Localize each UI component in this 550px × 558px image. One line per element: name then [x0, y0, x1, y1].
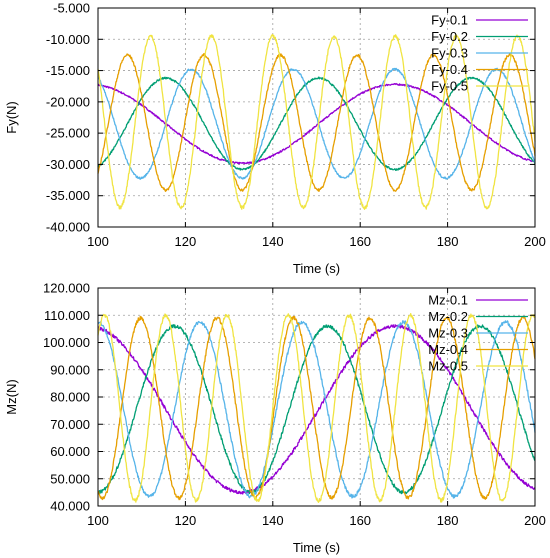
- x-tick-label: 120: [175, 234, 197, 249]
- y-tick-label: 90.000: [50, 362, 90, 377]
- y-tick-label: 100.000: [43, 335, 90, 350]
- x-tick-label: 180: [437, 513, 459, 528]
- y-tick-label: 120.000: [43, 281, 90, 296]
- legend-label: Mz-0.4: [428, 342, 468, 357]
- series-line-fy-0-2: [97, 76, 536, 171]
- legend-label: Fy-0.3: [431, 46, 468, 61]
- x-axis-label: Time (s): [293, 261, 340, 276]
- legend-label: Fy-0.2: [431, 29, 468, 44]
- y-tick-label: -25.000: [46, 126, 90, 141]
- y-tick-label: -30.000: [46, 157, 90, 172]
- x-tick-label: 100: [87, 234, 109, 249]
- x-tick-label: 180: [437, 234, 459, 249]
- y-tick-label: -20.000: [46, 94, 90, 109]
- x-tick-label: 100: [87, 513, 109, 528]
- x-tick-label: 120: [175, 513, 197, 528]
- chart-panel-2: 100 120 140 160 180 200 40.000 50.000 60.000 70.0…: [4, 281, 546, 556]
- y-axis-label: Mz(N): [4, 379, 19, 414]
- series-line-mz-0-4: [97, 315, 536, 501]
- y-tick-label: 80.000: [50, 390, 90, 405]
- y-tick-label: 110.000: [44, 308, 90, 323]
- chart-panel-1: 100 120 140 160 180 200 -40.000 -35.000 -30.000 -…: [4, 1, 546, 277]
- x-tick-label: 200: [524, 234, 546, 249]
- legend-label: Mz-0.3: [428, 326, 468, 341]
- series-line-mz-0-3: [97, 320, 536, 499]
- y-tick-label: -10.000: [46, 32, 90, 47]
- plot-frame: [97, 7, 536, 228]
- x-axis-label: Time (s): [293, 540, 340, 555]
- y-tick-label: 50.000: [50, 471, 90, 486]
- series-line-fy-0-3: [97, 67, 536, 180]
- legend-label: Fy-0.4: [431, 62, 468, 77]
- x-tick-label: 160: [349, 234, 371, 249]
- legend-label: Mz-0.2: [428, 309, 468, 324]
- legend-label: Mz-0.5: [428, 359, 468, 374]
- x-tick-label: 140: [262, 234, 284, 249]
- legend-label: Fy-0.1: [431, 13, 468, 28]
- y-tick-label: 70.000: [50, 417, 90, 432]
- y-tick-label: -15.000: [46, 63, 90, 78]
- series-line-fy-0-4: [97, 53, 536, 193]
- y-tick-label: 40.000: [50, 499, 90, 514]
- x-tick-label: 160: [349, 513, 371, 528]
- series-line-mz-0-2: [97, 324, 536, 495]
- series-line-mz-0-1: [97, 324, 536, 495]
- x-tick-label: 200: [524, 513, 546, 528]
- x-tick-label: 140: [262, 513, 284, 528]
- series-line-mz-0-5: [97, 312, 536, 503]
- legend-label: Fy-0.5: [431, 79, 468, 94]
- legend-label: Mz-0.1: [428, 293, 468, 308]
- y-axis-label: Fy(N): [4, 101, 19, 134]
- y-tick-label: -5.000: [53, 1, 90, 16]
- y-tick-label: 60.000: [50, 444, 90, 459]
- y-tick-label: -35.000: [46, 188, 90, 203]
- y-tick-label: -40.000: [46, 220, 90, 235]
- series-line-fy-0-1: [97, 82, 536, 165]
- series-line-fy-0-5: [97, 33, 536, 210]
